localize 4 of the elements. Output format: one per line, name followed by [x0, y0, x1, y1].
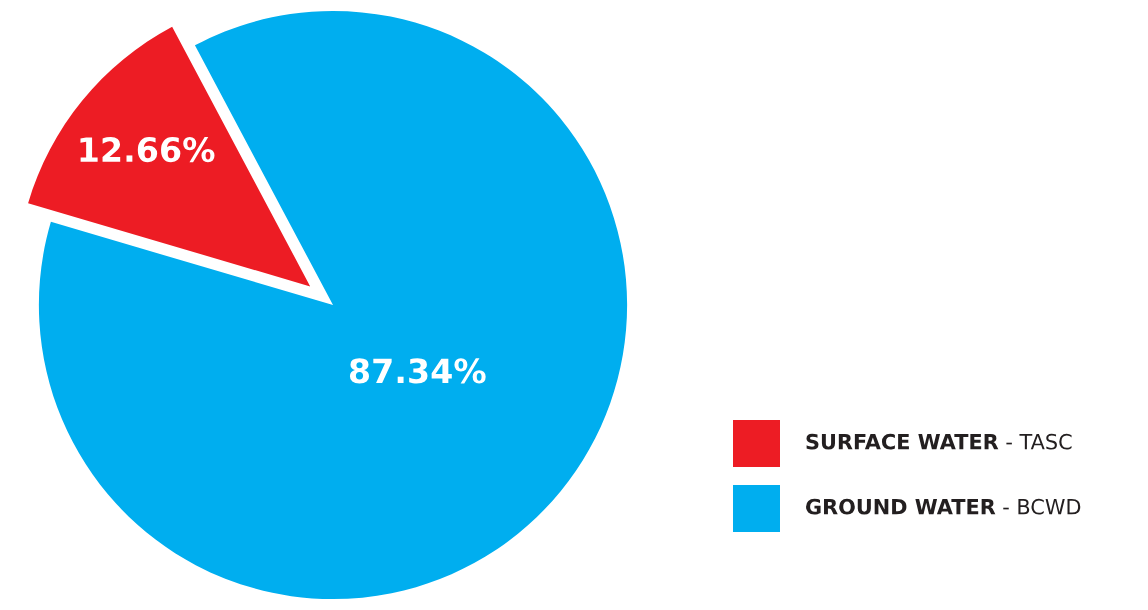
data-label: 87.34% — [349, 358, 486, 384]
legend-label: GROUND WATER - BCWD — [806, 498, 1081, 515]
data-label: 12.66% — [80, 136, 215, 163]
legend-label: SURFACE WATER - TASC — [806, 433, 1072, 450]
